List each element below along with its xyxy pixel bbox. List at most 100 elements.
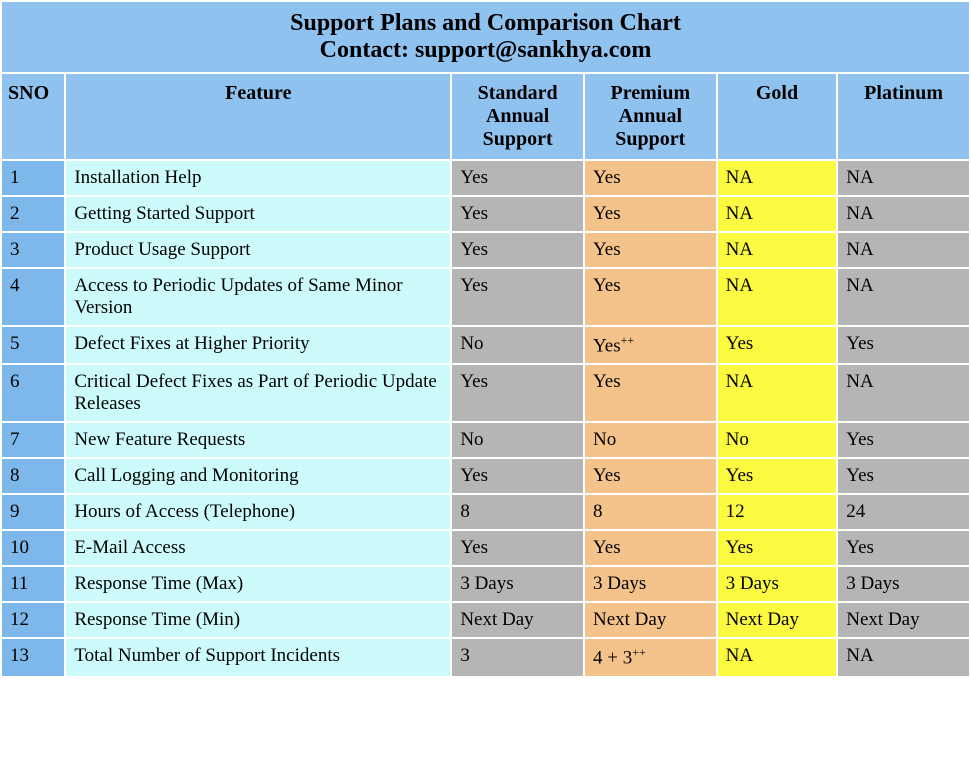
cell-platinum: Next Day [837,602,970,638]
table-row: 7New Feature RequestsNoNoNoYes [1,422,970,458]
cell-feature: Access to Periodic Updates of Same Minor… [65,268,451,326]
table-row: 9Hours of Access (Telephone)881224 [1,494,970,530]
cell-gold: Yes [717,530,838,566]
cell-feature: Response Time (Max) [65,566,451,602]
cell-feature: Call Logging and Monitoring [65,458,451,494]
cell-gold: NA [717,232,838,268]
cell-platinum: 24 [837,494,970,530]
cell-feature: New Feature Requests [65,422,451,458]
cell-premium: Next Day [584,602,717,638]
cell-sno: 5 [1,326,65,364]
cell-standard: No [451,326,584,364]
cell-platinum: NA [837,364,970,422]
cell-sno: 4 [1,268,65,326]
cell-sno: 6 [1,364,65,422]
cell-gold: No [717,422,838,458]
cell-feature: Product Usage Support [65,232,451,268]
cell-platinum: Yes [837,530,970,566]
comparison-table: Support Plans and Comparison Chart Conta… [0,0,971,678]
support-comparison-table: Support Plans and Comparison Chart Conta… [0,0,971,678]
table-row: 12Response Time (Min)Next DayNext DayNex… [1,602,970,638]
cell-premium: 8 [584,494,717,530]
cell-premium: No [584,422,717,458]
header-gold: Gold [717,73,838,160]
cell-feature: Getting Started Support [65,196,451,232]
cell-sno: 11 [1,566,65,602]
cell-gold: Yes [717,326,838,364]
cell-sno: 3 [1,232,65,268]
cell-standard: Yes [451,232,584,268]
cell-platinum: NA [837,232,970,268]
cell-standard: 3 Days [451,566,584,602]
cell-gold: 3 Days [717,566,838,602]
cell-standard: 3 [451,638,584,676]
cell-platinum: NA [837,638,970,676]
header-sno: SNO [1,73,65,160]
table-header-row: SNO Feature Standard Annual Support Prem… [1,73,970,160]
cell-sno: 1 [1,160,65,196]
cell-feature: Defect Fixes at Higher Priority [65,326,451,364]
cell-premium: Yes [584,530,717,566]
title-line-2: Contact: support@sankhya.com [320,37,652,63]
cell-standard: Yes [451,364,584,422]
cell-platinum: Yes [837,326,970,364]
cell-standard: Yes [451,160,584,196]
cell-platinum: NA [837,160,970,196]
cell-premium: Yes++ [584,326,717,364]
table-body: 1Installation HelpYesYesNANA2Getting Sta… [1,160,970,677]
cell-gold: NA [717,364,838,422]
cell-premium: Yes [584,160,717,196]
cell-platinum: Yes [837,458,970,494]
cell-standard: 8 [451,494,584,530]
cell-feature: Installation Help [65,160,451,196]
cell-premium: Yes [584,196,717,232]
cell-feature: Total Number of Support Incidents [65,638,451,676]
table-row: 5Defect Fixes at Higher PriorityNoYes++Y… [1,326,970,364]
cell-platinum: NA [837,196,970,232]
cell-gold: NA [717,196,838,232]
cell-gold: NA [717,160,838,196]
table-row: 1Installation HelpYesYesNANA [1,160,970,196]
cell-feature: Response Time (Min) [65,602,451,638]
cell-premium: Yes [584,364,717,422]
header-standard: Standard Annual Support [451,73,584,160]
cell-premium: 4 + 3++ [584,638,717,676]
table-title-row: Support Plans and Comparison Chart Conta… [1,1,970,73]
cell-standard: Next Day [451,602,584,638]
cell-sno: 10 [1,530,65,566]
header-feature: Feature [65,73,451,160]
cell-gold: NA [717,268,838,326]
header-platinum: Platinum [837,73,970,160]
cell-sno: 8 [1,458,65,494]
cell-gold: Yes [717,458,838,494]
table-row: 3Product Usage SupportYesYesNANA [1,232,970,268]
table-row: 10E-Mail AccessYesYesYesYes [1,530,970,566]
cell-standard: Yes [451,458,584,494]
table-row: 13Total Number of Support Incidents34 + … [1,638,970,676]
cell-feature: Hours of Access (Telephone) [65,494,451,530]
table-row: 8Call Logging and MonitoringYesYesYesYes [1,458,970,494]
cell-standard: Yes [451,530,584,566]
cell-premium: Yes [584,458,717,494]
cell-feature: Critical Defect Fixes as Part of Periodi… [65,364,451,422]
cell-premium: Yes [584,268,717,326]
cell-sno: 12 [1,602,65,638]
title-line-1: Support Plans and Comparison Chart [290,10,681,36]
cell-sno: 2 [1,196,65,232]
table-row: 11Response Time (Max)3 Days3 Days3 Days3… [1,566,970,602]
cell-sno: 13 [1,638,65,676]
cell-gold: 12 [717,494,838,530]
cell-gold: NA [717,638,838,676]
superscript: ++ [621,333,635,347]
cell-standard: No [451,422,584,458]
cell-sno: 9 [1,494,65,530]
cell-sno: 7 [1,422,65,458]
cell-premium: Yes [584,232,717,268]
cell-platinum: 3 Days [837,566,970,602]
cell-gold: Next Day [717,602,838,638]
cell-standard: Yes [451,196,584,232]
superscript: ++ [632,645,646,659]
cell-feature: E-Mail Access [65,530,451,566]
table-title-cell: Support Plans and Comparison Chart Conta… [1,1,970,73]
cell-platinum: Yes [837,422,970,458]
